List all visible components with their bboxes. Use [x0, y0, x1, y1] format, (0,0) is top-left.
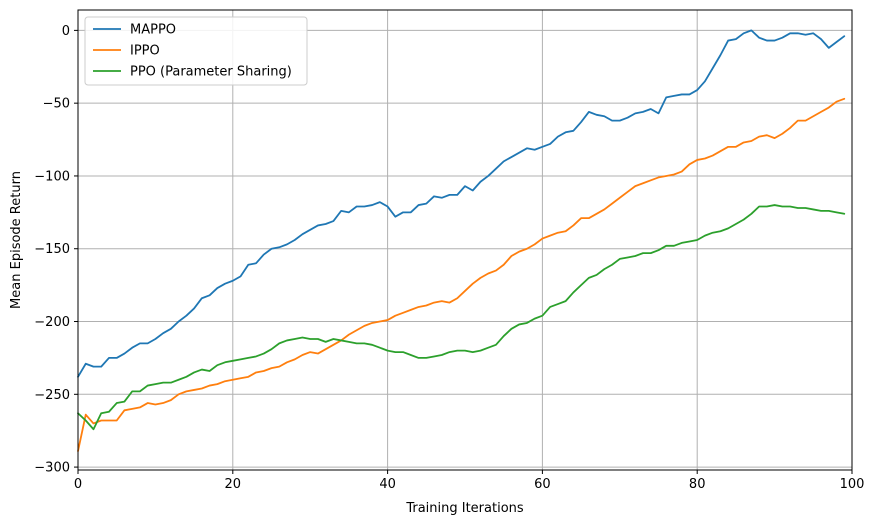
- legend-label-0: MAPPO: [130, 23, 176, 38]
- legend-label-2: PPO (Parameter Sharing): [130, 65, 292, 80]
- y-axis-label: Mean Episode Return: [9, 171, 24, 309]
- x-tick-label: 40: [379, 477, 396, 492]
- x-axis-ticks: 0 20 40 60 80 100: [74, 470, 865, 492]
- plot-frame: [77, 9, 853, 471]
- x-tick-label: 20: [225, 477, 242, 492]
- y-axis-ticks: 0 −50 −100 −150 −200 −250 −300: [34, 24, 78, 476]
- legend-box: [84, 16, 308, 86]
- x-axis-label: Training Iterations: [405, 501, 524, 516]
- x-tick-label: 0: [74, 477, 82, 492]
- y-tick-label: 0: [62, 24, 70, 39]
- y-tick-label: −250: [34, 388, 70, 403]
- y-tick-label: −200: [34, 315, 70, 330]
- y-tick-label: −300: [34, 461, 70, 476]
- legend: MAPPO IPPO PPO (Parameter Sharing): [84, 16, 308, 86]
- x-tick-label: 60: [534, 477, 551, 492]
- series-layer: [77, 29, 846, 452]
- y-tick-label: −50: [43, 97, 70, 112]
- series-line-1: [77, 97, 846, 452]
- series-line-2: [77, 204, 846, 431]
- series-line-0: [77, 29, 846, 378]
- y-tick-label: −150: [34, 242, 70, 257]
- x-tick-label: 80: [689, 477, 706, 492]
- legend-label-1: IPPO: [130, 44, 160, 59]
- y-tick-label: −100: [34, 169, 70, 184]
- x-tick-label: 100: [840, 477, 865, 492]
